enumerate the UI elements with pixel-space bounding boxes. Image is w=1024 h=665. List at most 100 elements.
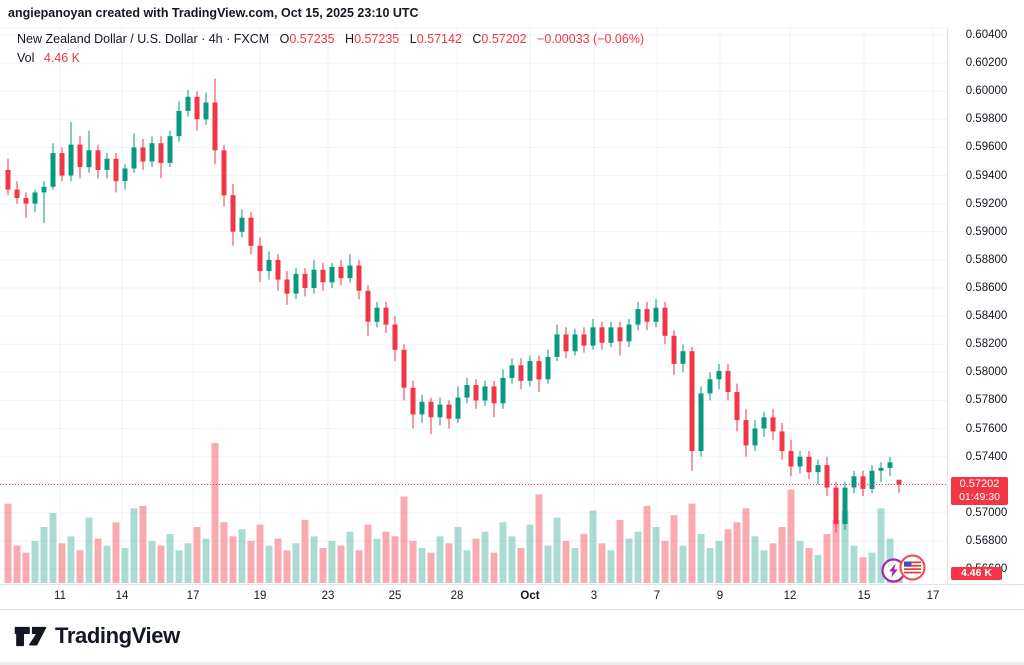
candle: [851, 470, 857, 494]
candle: [806, 451, 812, 480]
candle: [842, 481, 848, 530]
volume-value-badge: 4.46 K: [951, 567, 1002, 580]
candle: [329, 262, 335, 288]
volume-bar: [724, 529, 732, 583]
price-axis-label: 0.57800: [965, 394, 1008, 406]
candle: [752, 420, 758, 451]
volume-bar: [589, 510, 597, 583]
candle: [131, 133, 137, 173]
candle: [41, 181, 47, 224]
candle: [464, 377, 470, 404]
volume-bar: [733, 522, 741, 583]
volume-bar: [697, 534, 705, 583]
price-axis-label: 0.58200: [965, 338, 1008, 350]
volume-bar: [94, 538, 102, 583]
candle: [311, 259, 317, 294]
price-axis-label: 0.57000: [965, 507, 1008, 519]
volume-bar: [625, 538, 633, 583]
candle: [149, 136, 155, 168]
candle: [833, 481, 839, 533]
candle: [293, 268, 299, 300]
close-label: C: [472, 32, 482, 46]
time-axis-label: Oct: [520, 590, 540, 602]
volume-bar: [868, 552, 876, 583]
low-value: 0.57142: [416, 32, 462, 46]
volume-bar: [481, 531, 489, 583]
volume-bar: [688, 503, 696, 583]
candle: [896, 479, 902, 493]
event-markers: [881, 554, 926, 583]
symbol-title[interactable]: New Zealand Dollar / U.S. Dollar · 4h · …: [17, 32, 270, 46]
candle: [509, 358, 515, 384]
candle: [248, 212, 254, 255]
candle: [518, 358, 524, 390]
candle: [617, 321, 623, 356]
candle: [194, 91, 200, 131]
price-axis-label: 0.57400: [965, 451, 1008, 463]
candle: [653, 299, 659, 328]
candle: [14, 181, 20, 204]
candle: [815, 459, 821, 485]
candle: [257, 237, 263, 283]
volume-bar: [796, 541, 804, 583]
candle: [158, 136, 164, 179]
candle: [185, 89, 191, 117]
volume-bar: [427, 552, 435, 583]
candlestick-chart[interactable]: [0, 0, 947, 583]
low-label: L: [409, 32, 417, 46]
price-axis-label: 0.58400: [965, 310, 1008, 322]
price-axis[interactable]: 0.566000.568000.570000.574000.576000.578…: [947, 28, 1024, 583]
legend-row-volume: Vol 4.46 K: [17, 50, 644, 67]
candle: [428, 397, 434, 435]
candle: [446, 400, 452, 429]
time-axis[interactable]: 11 14 17 19 23 25 28 Oct 3 7 9 12 15 17: [0, 584, 1024, 610]
candle: [392, 316, 398, 362]
tradingview-logo[interactable]: TradingView: [14, 620, 180, 652]
volume-bar: [274, 538, 282, 583]
candle: [878, 462, 884, 482]
candle: [824, 456, 830, 496]
price-axis-label: 0.57600: [965, 423, 1008, 435]
close-value: 0.57202: [481, 32, 527, 46]
volume-bar: [670, 515, 678, 583]
candle: [68, 122, 74, 182]
candle: [869, 465, 875, 494]
candle: [626, 318, 632, 347]
candle: [203, 92, 209, 125]
attribution-text: angiepanoyan created with TradingView.co…: [8, 6, 419, 20]
volume-bar: [769, 543, 777, 583]
volume-bar: [562, 541, 570, 583]
volume-bar: [220, 522, 228, 583]
time-axis-label: 9: [716, 590, 724, 602]
candle: [662, 302, 668, 345]
volume-bar: [49, 513, 57, 583]
price-axis-label: 0.58000: [965, 366, 1008, 378]
candle: [104, 153, 110, 179]
candle: [698, 386, 704, 457]
volume-bar: [634, 531, 642, 583]
volume-bar: [193, 527, 201, 583]
volume-bar: [544, 545, 552, 583]
high-label: H: [345, 32, 355, 46]
volume-bar: [337, 545, 345, 583]
candle: [770, 408, 776, 440]
candle: [302, 268, 308, 297]
volume-bar: [571, 548, 579, 583]
price-axis-label: 0.59000: [965, 226, 1008, 238]
volume-bar: [418, 548, 426, 583]
time-axis-label: 7: [653, 590, 661, 602]
volume-bar: [751, 536, 759, 583]
time-axis-label: 23: [321, 590, 335, 602]
volume-bar: [292, 543, 300, 583]
candle: [122, 164, 128, 190]
candle: [635, 302, 641, 331]
candle: [572, 328, 578, 356]
us-flag-event-icon[interactable]: [899, 554, 926, 581]
candle: [176, 101, 182, 142]
candles: [5, 78, 902, 533]
candle: [230, 184, 236, 246]
chart-pane[interactable]: New Zealand Dollar / U.S. Dollar · 4h · …: [0, 0, 947, 583]
volume-bar: [508, 536, 516, 583]
candle: [59, 147, 65, 182]
